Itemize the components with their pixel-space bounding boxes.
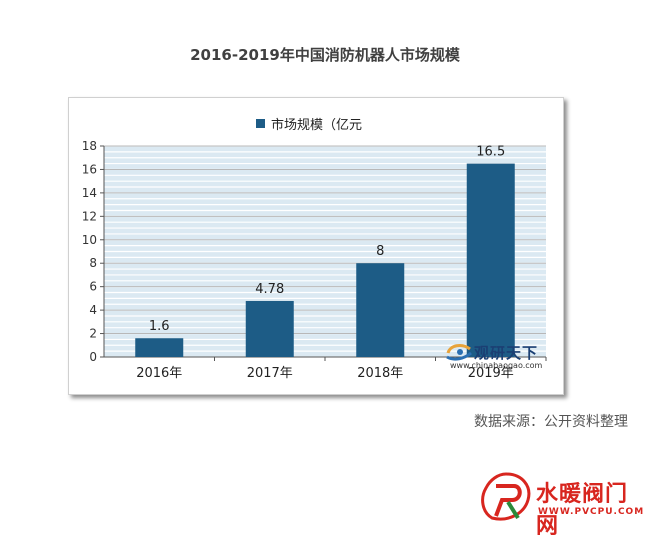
watermark-url: www.chinabaogao.com — [450, 361, 543, 370]
y-tick-label: 10 — [82, 233, 97, 247]
y-tick-label: 0 — [89, 350, 97, 364]
y-tick-label: 14 — [82, 186, 97, 200]
x-tick-label: 2017年 — [247, 366, 293, 381]
watermark-logo-icon — [446, 344, 472, 361]
x-tick-label: 2016年 — [136, 366, 182, 381]
y-tick-label: 18 — [82, 139, 97, 153]
y-tick-label: 2 — [89, 327, 97, 341]
watermark-name: 观研天下 — [474, 344, 539, 362]
chinabaogao-watermark: 观研天下 www.chinabaogao.com — [444, 339, 554, 375]
bar-2018年 — [356, 263, 405, 357]
bar-2017年 — [245, 300, 294, 357]
bar-2019年 — [466, 163, 515, 357]
site-url: WWW.PVCPU.COM — [538, 507, 645, 517]
x-tick-label: 2018年 — [357, 366, 403, 381]
plot-area: 0 2 4 6 8 10 12 14 16 18 1.6 2016年 4.78 2017年 8 2018年 1… — [82, 139, 547, 381]
y-tick-label: 16 — [82, 162, 97, 176]
x-tick-label: 2019年 — [468, 366, 514, 381]
pvcpu-logo-icon — [481, 472, 531, 521]
y-tick-label: 8 — [89, 256, 97, 270]
legend: 市场规模（亿元 — [256, 114, 363, 133]
source-note: 数据来源：公开资料整理 — [474, 414, 628, 430]
data-label: 4.78 — [255, 282, 284, 297]
data-label: 1.6 — [149, 319, 170, 334]
data-label: 8 — [376, 244, 384, 259]
legend-swatch — [256, 118, 265, 128]
chart-title: 2016-2019年中国消防机器人市场规模 — [190, 46, 460, 64]
data-label: 16.5 — [476, 145, 505, 160]
y-tick-label: 12 — [82, 209, 97, 223]
site-logo: 水暖阀门网 WWW.PVCPU.COM — [478, 470, 648, 539]
y-tick-label: 4 — [89, 303, 97, 317]
bar-2016年 — [135, 338, 184, 357]
y-tick-label: 6 — [89, 280, 97, 294]
legend-label: 市场规模（亿元 — [271, 117, 363, 133]
